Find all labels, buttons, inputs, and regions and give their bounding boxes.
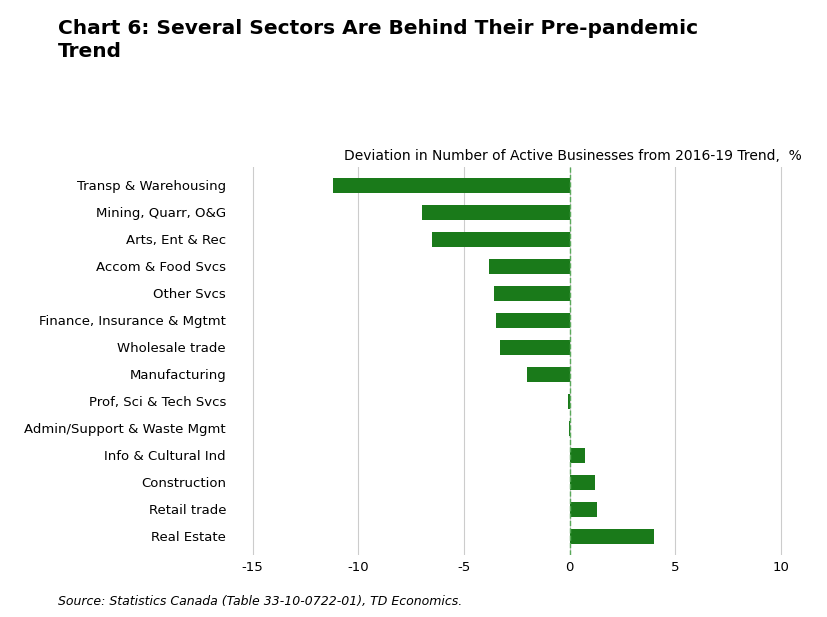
Bar [570, 529, 654, 544]
Bar [569, 421, 570, 436]
Text: Chart 6: Several Sectors Are Behind Their Pre-pandemic
Trend: Chart 6: Several Sectors Are Behind Thei… [58, 19, 698, 61]
Bar [494, 286, 570, 301]
Bar [570, 475, 595, 490]
Bar [422, 205, 570, 220]
Text: Deviation in Number of Active Businesses from 2016-19 Trend,  %: Deviation in Number of Active Businesses… [344, 149, 802, 163]
Bar [433, 232, 570, 247]
Text: Source: Statistics Canada (Table 33-10-0722-01), TD Economics.: Source: Statistics Canada (Table 33-10-0… [58, 595, 462, 608]
Bar [500, 340, 570, 355]
Bar [490, 259, 570, 274]
Bar [570, 448, 585, 463]
Bar [567, 394, 570, 409]
Bar [495, 313, 570, 328]
Bar [570, 502, 597, 517]
Bar [528, 367, 570, 382]
Bar [333, 178, 570, 193]
